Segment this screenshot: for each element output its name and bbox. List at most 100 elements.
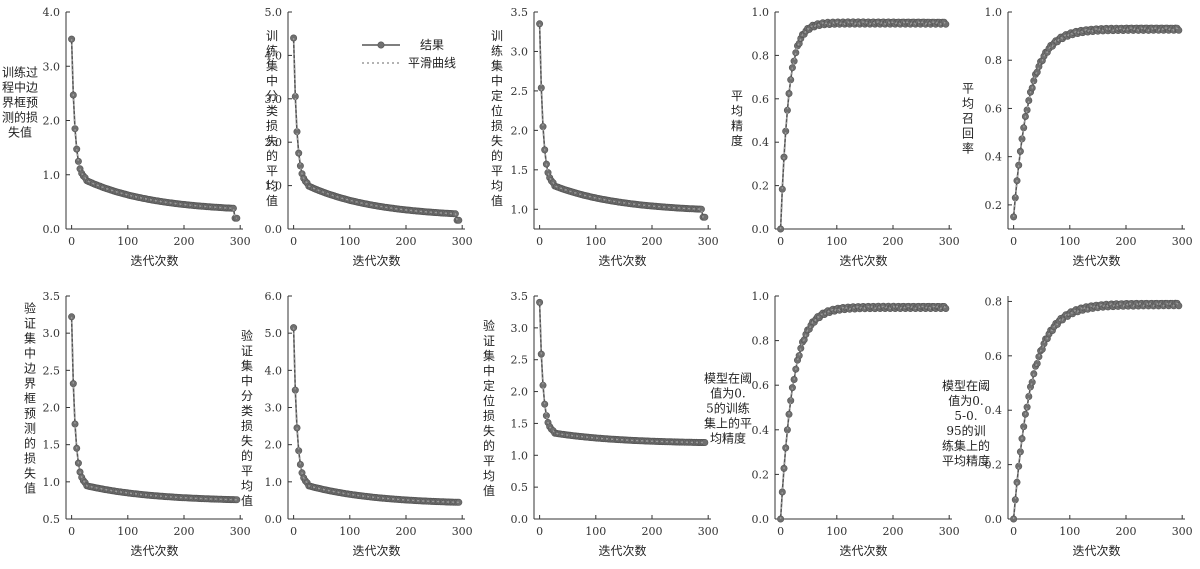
- smooth-line: [70, 39, 237, 219]
- legend-smooth-label: 平滑曲线: [408, 56, 456, 70]
- y-tick-label: 1.5: [511, 417, 529, 430]
- y-tick-label: 0.8: [985, 295, 1003, 308]
- y-tick-label: 3.0: [43, 327, 61, 340]
- y-tick-label: 1.0: [265, 180, 283, 193]
- x-tick-label: 300: [1172, 235, 1193, 248]
- result-line: [70, 316, 237, 501]
- y-axis-label: 模型在阈值为0. 5的训练集上的平均精度: [704, 371, 752, 446]
- data-point: [233, 496, 241, 504]
- result-line: [538, 302, 705, 444]
- x-tick-label: 100: [339, 235, 360, 248]
- result-line: [292, 327, 459, 504]
- smooth-line: [1012, 302, 1180, 520]
- x-tick-label: 0: [777, 525, 784, 538]
- result-line: [70, 39, 237, 219]
- y-tick-label: 5.0: [265, 6, 283, 19]
- x-tick-label: 0: [536, 525, 543, 538]
- y-tick-label: 3.0: [511, 322, 529, 335]
- chart-map50: 0.0 0.2 0.4 0.6 0.8 1.0 0 100 200 300 迭代次数 模型在阈值为0.…: [704, 290, 960, 558]
- x-tick-label: 300: [230, 235, 251, 248]
- y-tick-label: 1.5: [511, 164, 529, 177]
- y-tick-label: 0.0: [511, 513, 529, 526]
- y-tick-label: 0.2: [985, 199, 1003, 212]
- data-point: [778, 488, 786, 496]
- chart-val-box-loss: 0.5 1.0 1.5 2.0 2.5 3.0 3.5 0 100 200 300 迭代次数 验证集中边…: [24, 290, 251, 558]
- x-tick-label: 100: [826, 235, 847, 248]
- x-axis-label: 迭代次数: [598, 543, 646, 558]
- y-tick-label: 2.5: [43, 364, 61, 377]
- x-tick-label: 300: [698, 235, 719, 248]
- data-point: [290, 324, 298, 332]
- y-axis-label: 验证集中定位损失的平均值: [483, 318, 495, 498]
- x-tick-label: 100: [585, 235, 606, 248]
- y-tick-label: 0.8: [752, 335, 770, 348]
- x-tick-label: 0: [68, 235, 75, 248]
- x-axis-label: 迭代次数: [130, 543, 178, 558]
- x-tick-label: 100: [339, 525, 360, 538]
- y-tick-label: 0.6: [752, 93, 770, 106]
- y-tick-label: 2.5: [511, 85, 529, 98]
- chart-train-cls-loss: 0.0 1.0 2.0 3.0 4.0 5.0 0 100 200 300 迭代次数 训练集中分类损失…: [265, 6, 473, 268]
- result-line: [1012, 302, 1180, 520]
- y-tick-label: 2.0: [43, 402, 61, 415]
- chart-val-cls-loss: 0.0 1.0 2.0 3.0 4.0 5.0 6.0 0 100 200 300 迭代次数 验证集中分…: [241, 290, 473, 558]
- y-tick-label: 1.0: [265, 476, 283, 489]
- data-point: [942, 20, 950, 28]
- y-tick-label: 0.6: [985, 102, 1003, 115]
- result-line: [1012, 27, 1180, 217]
- y-tick-label: 3.5: [43, 290, 61, 303]
- y-axis-label: 模型在阈值为0. 5-0. 95的训练集上的平均精度: [942, 378, 990, 468]
- y-tick-label: 2.0: [511, 124, 529, 137]
- x-tick-label: 300: [1172, 525, 1193, 538]
- data-point: [792, 49, 800, 57]
- data-point: [795, 352, 803, 360]
- y-tick-label: 5.0: [265, 327, 283, 340]
- data-point: [797, 344, 805, 352]
- y-axis-label: 训练集中分类损失的平均值: [266, 29, 278, 208]
- y-axis-label: 验证集中分类损失的平均值: [241, 328, 253, 508]
- data-point: [536, 298, 544, 306]
- y-tick-label: 2.0: [43, 115, 61, 128]
- y-tick-label: 3.0: [511, 45, 529, 58]
- x-tick-label: 200: [883, 235, 904, 248]
- y-tick-label: 0.6: [752, 379, 770, 392]
- y-tick-label: 0.0: [43, 223, 61, 236]
- x-tick-label: 0: [68, 525, 75, 538]
- y-tick-label: 6.0: [265, 290, 283, 303]
- y-tick-label: 0.0: [985, 513, 1003, 526]
- y-tick-label: 0.5: [511, 481, 529, 494]
- result-line: [779, 20, 947, 230]
- y-tick-label: 1.0: [752, 6, 770, 19]
- y-tick-label: 0.4: [752, 136, 770, 149]
- x-tick-label: 100: [1059, 525, 1080, 538]
- x-tick-label: 200: [883, 525, 904, 538]
- x-tick-label: 100: [117, 235, 138, 248]
- y-axis-label: 训练集中定位损失的平均值: [491, 29, 503, 208]
- y-tick-label: 1.0: [985, 6, 1003, 19]
- x-tick-label: 200: [174, 235, 195, 248]
- y-axis-label: 平均精度: [731, 89, 743, 148]
- y-tick-label: 2.0: [265, 136, 283, 149]
- smooth-line: [292, 37, 459, 221]
- y-tick-label: 1.0: [511, 203, 529, 216]
- y-tick-label: 3.0: [265, 402, 283, 415]
- y-tick-label: 2.0: [511, 386, 529, 399]
- y-tick-label: 3.0: [43, 60, 61, 73]
- smooth-line: [1012, 27, 1180, 217]
- y-tick-label: 2.5: [511, 354, 529, 367]
- x-tick-label: 100: [826, 525, 847, 538]
- x-tick-label: 200: [174, 525, 195, 538]
- y-tick-label: 1.0: [43, 476, 61, 489]
- y-tick-label: 0.0: [265, 223, 283, 236]
- y-tick-label: 0.8: [985, 54, 1003, 67]
- chart-train-box-loss: 0.0 1.0 2.0 3.0 4.0 0 100 200 300 迭代次数 训练过程中边界框预测的…: [2, 6, 251, 268]
- x-tick-label: 300: [698, 525, 719, 538]
- y-tick-label: 0.0: [265, 513, 283, 526]
- smooth-line: [70, 316, 237, 501]
- x-tick-label: 200: [642, 235, 663, 248]
- y-tick-label: 1.0: [752, 290, 770, 303]
- chart-recall: 0.2 0.4 0.6 0.8 1.0 0 100 200 300 迭代次数 平均召回率: [962, 6, 1193, 268]
- x-tick-label: 300: [230, 525, 251, 538]
- smooth-line: [538, 302, 705, 444]
